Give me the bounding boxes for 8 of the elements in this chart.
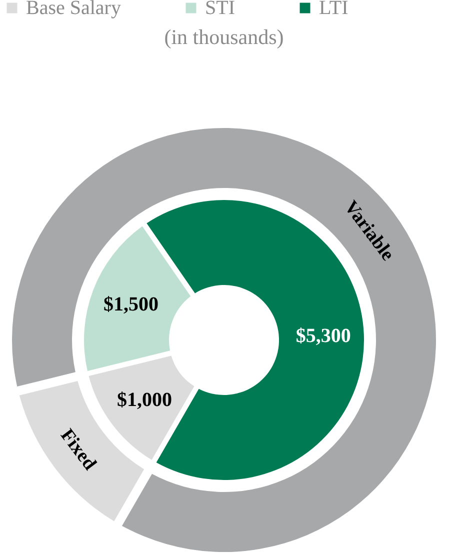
legend-label: LTI xyxy=(319,0,348,19)
data-label: $1,500 xyxy=(103,294,158,316)
donut-slice xyxy=(84,226,191,371)
legend-label: Base Salary xyxy=(26,0,121,19)
data-label: $5,300 xyxy=(296,324,351,347)
data-label: $1,000 xyxy=(116,388,172,411)
text: (in thousands) xyxy=(164,25,284,49)
legend-label: STI xyxy=(205,0,235,19)
